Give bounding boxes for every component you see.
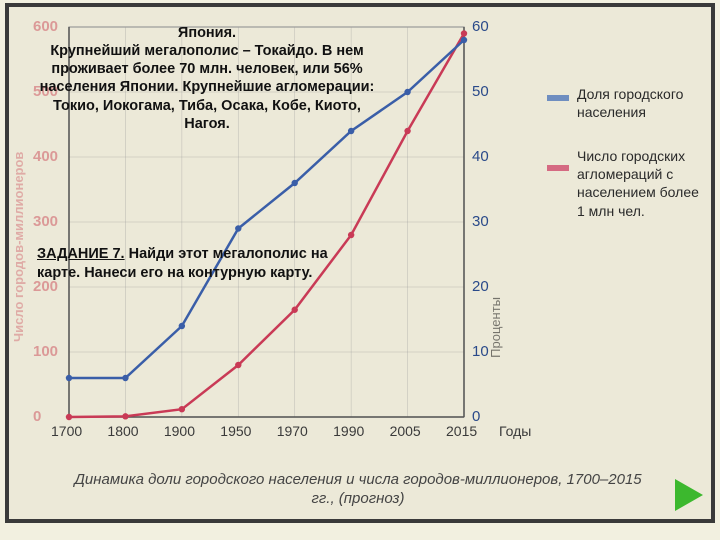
next-button[interactable]	[675, 479, 703, 511]
overlay-description: Япония. Крупнейший мегалополис – Токайдо…	[37, 24, 377, 133]
x-axis-label: Годы	[499, 423, 531, 439]
legend-swatch-share	[547, 95, 569, 101]
legend-label-share: Доля городского населения	[577, 85, 707, 121]
task-text: ЗАДАНИЕ 7. Найди этот мегалополис на кар…	[37, 245, 357, 283]
figure-caption: Динамика доли городского населения и чис…	[63, 471, 653, 509]
left-axis-label: Число городов-миллионеров	[11, 107, 26, 387]
legend-swatch-cities	[547, 165, 569, 171]
right-axis-label: Проценты	[488, 297, 503, 358]
chart-area: Число городов-миллионеров Проценты 01002…	[9, 7, 711, 519]
scan-frame: Число городов-миллионеров Проценты 01002…	[5, 3, 715, 523]
legend-label-cities: Число городских агломераций с населением…	[577, 147, 707, 220]
